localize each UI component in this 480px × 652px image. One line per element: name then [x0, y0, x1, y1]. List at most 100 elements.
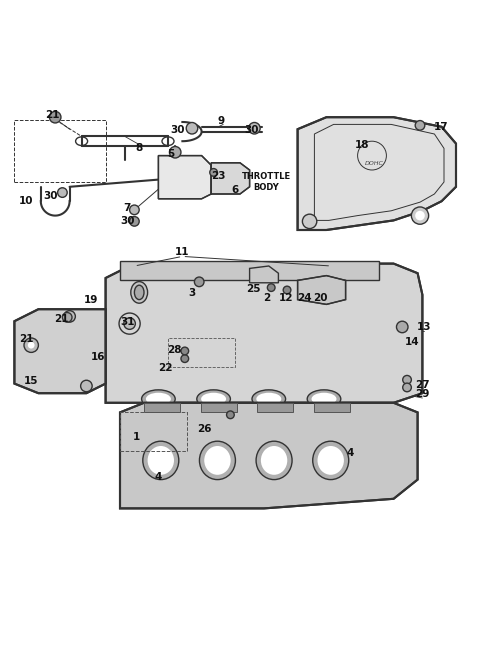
- Text: 3: 3: [188, 288, 196, 299]
- Circle shape: [415, 121, 425, 130]
- Bar: [201, 403, 237, 413]
- Text: 9: 9: [217, 115, 224, 126]
- Text: 29: 29: [415, 389, 430, 399]
- Text: 4: 4: [347, 448, 354, 458]
- Circle shape: [411, 207, 429, 224]
- Text: 19: 19: [84, 295, 98, 304]
- Text: 11: 11: [175, 246, 190, 257]
- Ellipse shape: [313, 441, 348, 480]
- Circle shape: [318, 285, 327, 295]
- Ellipse shape: [148, 446, 174, 475]
- Ellipse shape: [312, 393, 336, 405]
- Polygon shape: [211, 163, 250, 194]
- Polygon shape: [298, 117, 456, 230]
- Circle shape: [24, 338, 38, 352]
- Text: 5: 5: [167, 149, 174, 159]
- Text: 14: 14: [405, 337, 419, 348]
- Circle shape: [305, 285, 314, 295]
- Bar: [14, 119, 106, 182]
- Ellipse shape: [204, 446, 230, 475]
- Text: 23: 23: [211, 171, 226, 181]
- Text: 26: 26: [197, 424, 211, 434]
- Circle shape: [49, 111, 61, 123]
- Ellipse shape: [134, 285, 144, 300]
- Ellipse shape: [146, 393, 171, 405]
- Polygon shape: [106, 263, 422, 403]
- Ellipse shape: [143, 441, 179, 480]
- Circle shape: [396, 321, 408, 333]
- Text: 7: 7: [123, 203, 131, 213]
- Text: 13: 13: [417, 322, 432, 332]
- Text: 16: 16: [91, 352, 106, 363]
- Circle shape: [210, 169, 217, 176]
- Text: 25: 25: [246, 284, 260, 293]
- Circle shape: [227, 411, 234, 419]
- Text: 2: 2: [263, 293, 271, 303]
- Text: 15: 15: [24, 376, 38, 386]
- Text: DOHC: DOHC: [365, 161, 384, 166]
- Text: 21: 21: [46, 110, 60, 120]
- Text: 20: 20: [313, 293, 327, 303]
- Circle shape: [169, 147, 181, 158]
- Bar: [314, 403, 350, 413]
- Circle shape: [130, 205, 139, 215]
- Circle shape: [67, 314, 72, 319]
- Text: 8: 8: [135, 143, 143, 153]
- Text: THROTTLE
BODY: THROTTLE BODY: [242, 172, 291, 192]
- Circle shape: [64, 310, 75, 322]
- Text: 21: 21: [19, 334, 34, 344]
- Ellipse shape: [201, 393, 226, 405]
- Circle shape: [403, 376, 411, 384]
- Text: 22: 22: [158, 363, 173, 373]
- Text: 30: 30: [245, 125, 259, 135]
- Text: 30: 30: [43, 191, 58, 201]
- Circle shape: [186, 123, 198, 134]
- Text: 17: 17: [434, 122, 449, 132]
- Text: 21: 21: [54, 314, 68, 324]
- Polygon shape: [120, 261, 379, 280]
- Ellipse shape: [256, 393, 281, 405]
- Circle shape: [415, 211, 425, 220]
- Ellipse shape: [142, 390, 175, 408]
- Text: 18: 18: [355, 140, 370, 149]
- Circle shape: [81, 380, 92, 392]
- Ellipse shape: [307, 390, 341, 408]
- Text: 24: 24: [297, 293, 312, 303]
- Circle shape: [267, 284, 275, 291]
- Circle shape: [28, 342, 35, 349]
- Ellipse shape: [256, 441, 292, 480]
- Text: 1: 1: [133, 432, 141, 442]
- Circle shape: [130, 216, 139, 226]
- Circle shape: [62, 312, 72, 322]
- Text: 4: 4: [155, 472, 162, 482]
- Circle shape: [302, 214, 317, 229]
- Text: 12: 12: [279, 293, 294, 303]
- Polygon shape: [14, 309, 106, 393]
- Circle shape: [194, 277, 204, 287]
- Circle shape: [249, 123, 260, 134]
- Polygon shape: [250, 266, 278, 283]
- Circle shape: [283, 286, 291, 294]
- Ellipse shape: [197, 390, 230, 408]
- Circle shape: [403, 383, 411, 392]
- Polygon shape: [158, 156, 211, 199]
- Text: 6: 6: [231, 185, 239, 195]
- Polygon shape: [298, 276, 346, 304]
- Text: 28: 28: [167, 345, 181, 355]
- Bar: [168, 338, 235, 367]
- Ellipse shape: [200, 441, 235, 480]
- Bar: [257, 403, 293, 413]
- Circle shape: [124, 318, 135, 329]
- Bar: [144, 403, 180, 413]
- Ellipse shape: [252, 390, 286, 408]
- Text: 10: 10: [19, 196, 34, 206]
- Ellipse shape: [131, 282, 148, 303]
- Polygon shape: [120, 403, 418, 509]
- Circle shape: [181, 355, 189, 363]
- Text: 30: 30: [170, 125, 185, 135]
- Circle shape: [58, 188, 67, 198]
- Text: 30: 30: [120, 216, 134, 226]
- Circle shape: [181, 347, 189, 355]
- Text: 27: 27: [415, 379, 430, 389]
- Text: 31: 31: [120, 317, 134, 327]
